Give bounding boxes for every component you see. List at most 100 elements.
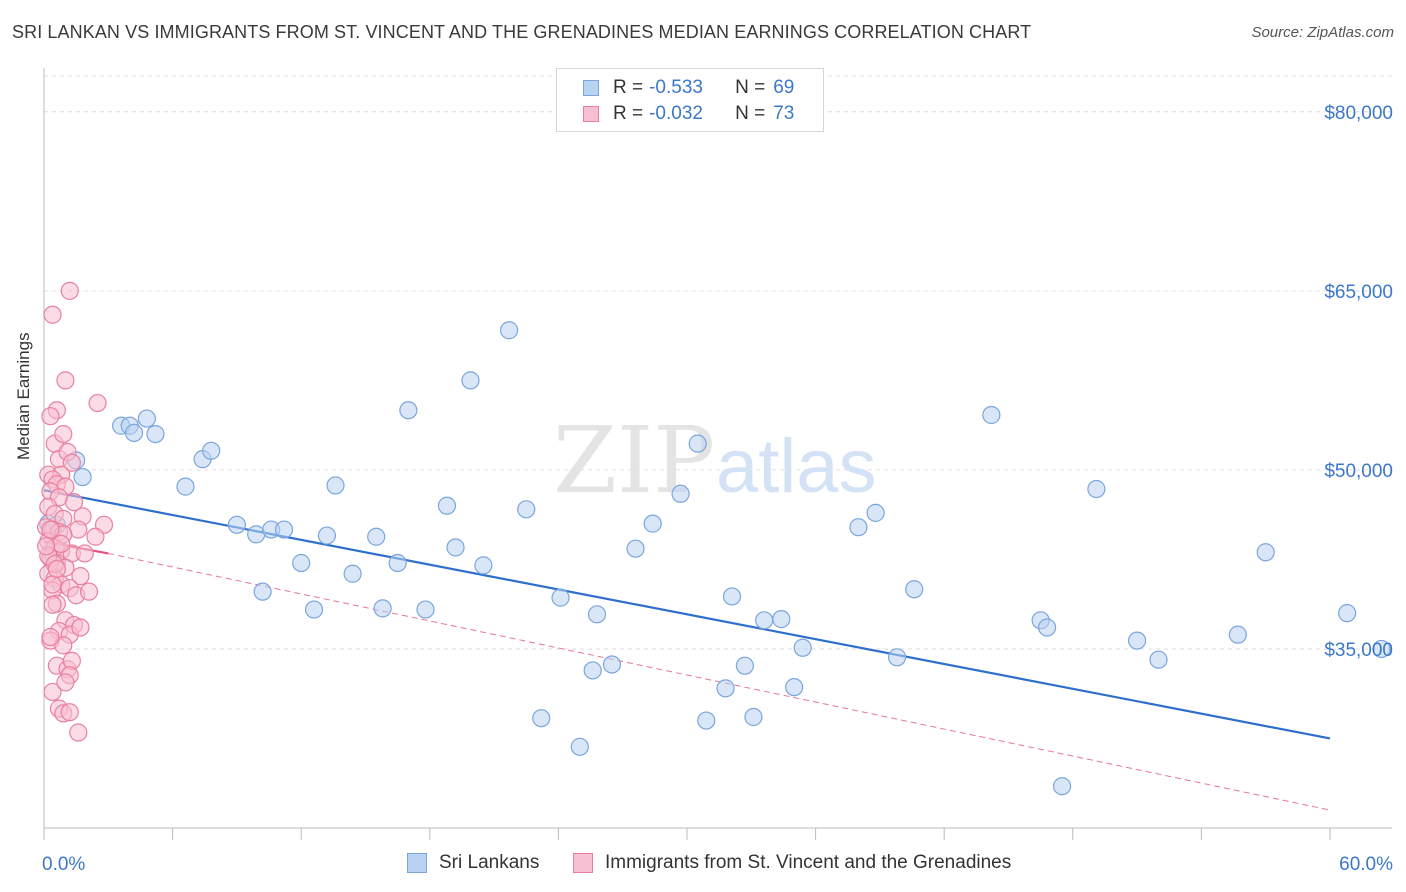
point-sri-lankan	[583, 661, 602, 680]
point-immigrant	[47, 559, 66, 579]
point-sri-lankan	[887, 648, 907, 667]
point-immigrant	[41, 627, 60, 647]
point-sri-lankan	[716, 679, 735, 698]
legend-r-label: R =	[613, 77, 644, 98]
trend-lines	[43, 489, 1331, 811]
point-sri-lankan	[326, 476, 345, 495]
point-sri-lankan	[304, 600, 324, 619]
point-sri-lankan	[274, 520, 294, 539]
legend-row-sri-lankans: R = -0.533 N = 69	[583, 75, 794, 101]
point-sri-lankan	[532, 709, 551, 728]
legend-n-label: N =	[735, 77, 766, 98]
series-swatch-pink	[573, 853, 593, 873]
point-sri-lankan	[317, 526, 337, 545]
y-tick-label: $35,000	[1324, 640, 1393, 661]
point-immigrant	[69, 520, 88, 539]
point-sri-lankan	[176, 477, 195, 496]
point-immigrant	[71, 567, 90, 586]
point-sri-lankan	[227, 515, 246, 534]
point-immigrant	[41, 520, 60, 539]
point-immigrant	[56, 371, 75, 390]
point-sri-lankan	[388, 553, 407, 573]
point-sri-lankan	[587, 605, 607, 624]
axes	[43, 68, 1392, 840]
grid-lines	[44, 75, 1392, 650]
point-sri-lankan	[416, 600, 435, 619]
point-sri-lankan	[551, 588, 570, 607]
legend-n-value: 73	[773, 103, 795, 124]
point-sri-lankan	[1338, 604, 1357, 623]
point-immigrant	[86, 527, 105, 546]
point-immigrant	[75, 544, 94, 563]
legend-n-value: 69	[773, 77, 795, 98]
point-sri-lankan	[1149, 650, 1168, 669]
point-immigrant	[64, 493, 84, 512]
point-sri-lankan	[688, 434, 707, 453]
point-sri-lankan	[253, 582, 272, 601]
x-tick-label: 0.0%	[42, 854, 85, 875]
point-sri-lankan	[772, 610, 791, 629]
point-immigrant	[60, 281, 79, 300]
point-sri-lankan	[461, 371, 480, 390]
point-immigrant	[56, 673, 75, 692]
point-immigrant	[60, 703, 79, 722]
legend-swatch-pink	[583, 106, 599, 122]
point-immigrant	[88, 393, 107, 413]
point-sri-lankan	[202, 441, 221, 460]
legend-r-value: -0.032	[649, 103, 703, 124]
point-sri-lankan	[643, 514, 662, 533]
point-sri-lankan	[602, 655, 622, 674]
chart-title: SRI LANKAN VS IMMIGRANTS FROM ST. VINCEN…	[12, 22, 1032, 42]
y-tick-label: $65,000	[1324, 282, 1393, 303]
point-sri-lankan	[785, 678, 804, 697]
point-sri-lankan	[1228, 625, 1247, 644]
legend-swatch-blue	[583, 80, 599, 96]
series-legend-sri-lankans: Sri Lankans	[407, 852, 539, 874]
point-sri-lankan	[124, 423, 144, 443]
trend-line-extended	[108, 552, 1331, 811]
data-points	[37, 281, 1391, 796]
x-tick-label: 60.0%	[1339, 854, 1393, 875]
point-sri-lankan	[446, 538, 465, 557]
point-sri-lankan	[399, 401, 418, 420]
point-sri-lankan	[697, 711, 716, 730]
point-sri-lankan	[292, 553, 311, 573]
point-sri-lankan	[343, 564, 362, 583]
point-sri-lankan	[73, 467, 92, 487]
point-sri-lankan	[905, 580, 924, 599]
point-sri-lankan	[367, 527, 386, 546]
point-immigrant	[62, 453, 81, 472]
point-sri-lankan	[137, 409, 156, 428]
point-sri-lankan	[1052, 777, 1072, 796]
point-immigrant	[43, 682, 62, 702]
point-sri-lankan	[626, 539, 645, 558]
point-sri-lankan	[517, 500, 536, 519]
point-sri-lankan	[373, 599, 392, 618]
watermark-atlas: atlas	[716, 424, 877, 509]
watermark-zip: ZIP	[553, 407, 715, 514]
point-immigrant	[43, 575, 62, 594]
point-sri-lankan	[1127, 631, 1147, 650]
legend-row-immigrants: R = -0.032 N = 73	[583, 101, 794, 127]
point-sri-lankan	[866, 503, 885, 522]
point-sri-lankan	[570, 737, 589, 756]
y-tick-label: $80,000	[1324, 103, 1393, 124]
correlation-legend: R = -0.533 N = 69 R = -0.032 N = 73	[556, 68, 824, 132]
point-immigrant	[52, 534, 71, 554]
point-immigrant	[79, 582, 99, 601]
y-tick-label: $50,000	[1324, 461, 1393, 482]
point-immigrant	[43, 595, 62, 614]
point-sri-lankan	[755, 611, 774, 630]
point-sri-lankan	[500, 321, 519, 340]
point-immigrant	[69, 723, 88, 742]
watermark: ZIP atlas	[553, 407, 877, 514]
point-sri-lankan	[735, 656, 754, 675]
point-sri-lankan	[247, 525, 266, 544]
point-sri-lankan	[744, 707, 763, 727]
point-immigrant	[71, 618, 90, 637]
point-immigrant	[37, 537, 56, 556]
point-sri-lankan	[671, 484, 690, 503]
point-sri-lankan	[474, 556, 493, 575]
legend-r-value: -0.533	[649, 77, 703, 98]
